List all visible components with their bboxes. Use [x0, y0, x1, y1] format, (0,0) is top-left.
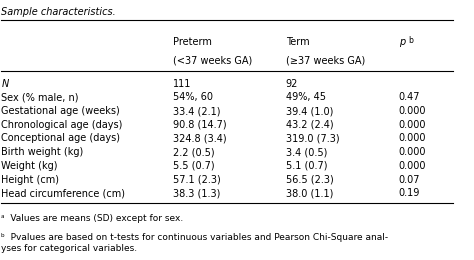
Text: Preterm: Preterm — [173, 37, 212, 47]
Text: (≥37 weeks GA): (≥37 weeks GA) — [286, 55, 365, 65]
Text: Head circumference (cm): Head circumference (cm) — [1, 188, 126, 198]
Text: 324.8 (3.4): 324.8 (3.4) — [173, 133, 227, 144]
Text: 0.19: 0.19 — [399, 188, 420, 198]
Text: 5.5 (0.7): 5.5 (0.7) — [173, 161, 215, 171]
Text: 0.000: 0.000 — [399, 106, 426, 116]
Text: Sex (% male, n): Sex (% male, n) — [1, 93, 79, 102]
Text: 43.2 (2.4): 43.2 (2.4) — [286, 120, 333, 130]
Text: 319.0 (7.3): 319.0 (7.3) — [286, 133, 339, 144]
Text: 0.000: 0.000 — [399, 147, 426, 157]
Text: 54%, 60: 54%, 60 — [173, 93, 213, 102]
Text: Chronological age (days): Chronological age (days) — [1, 120, 123, 130]
Text: 2.2 (0.5): 2.2 (0.5) — [173, 147, 215, 157]
Text: Height (cm): Height (cm) — [1, 174, 59, 185]
Text: 39.4 (1.0): 39.4 (1.0) — [286, 106, 333, 116]
Text: 0.000: 0.000 — [399, 120, 426, 130]
Text: 3.4 (0.5): 3.4 (0.5) — [286, 147, 327, 157]
Text: Gestational age (weeks): Gestational age (weeks) — [1, 106, 120, 116]
Text: 0.000: 0.000 — [399, 161, 426, 171]
Text: Birth weight (kg): Birth weight (kg) — [1, 147, 83, 157]
Text: 56.5 (2.3): 56.5 (2.3) — [286, 174, 334, 185]
Text: 38.3 (1.3): 38.3 (1.3) — [173, 188, 220, 198]
Text: Conceptional age (days): Conceptional age (days) — [1, 133, 120, 144]
Text: 5.1 (0.7): 5.1 (0.7) — [286, 161, 328, 171]
Text: b: b — [409, 36, 413, 44]
Text: p: p — [399, 37, 405, 47]
Text: 0.07: 0.07 — [399, 174, 420, 185]
Text: Weight (kg): Weight (kg) — [1, 161, 58, 171]
Text: 111: 111 — [173, 79, 191, 89]
Text: ᵇ  Pvalues are based on t-tests for continuous variables and Pearson Chi-Square : ᵇ Pvalues are based on t-tests for conti… — [1, 233, 389, 253]
Text: ᵃ  Values are means (SD) except for sex.: ᵃ Values are means (SD) except for sex. — [1, 213, 183, 223]
Text: (<37 weeks GA): (<37 weeks GA) — [173, 55, 252, 65]
Text: Term: Term — [286, 37, 310, 47]
Text: Sample characteristics.: Sample characteristics. — [1, 7, 116, 17]
Text: 0.47: 0.47 — [399, 93, 420, 102]
Text: 38.0 (1.1): 38.0 (1.1) — [286, 188, 333, 198]
Text: 49%, 45: 49%, 45 — [286, 93, 326, 102]
Text: 92: 92 — [286, 79, 298, 89]
Text: 90.8 (14.7): 90.8 (14.7) — [173, 120, 227, 130]
Text: 0.000: 0.000 — [399, 133, 426, 144]
Text: N: N — [1, 79, 9, 89]
Text: 33.4 (2.1): 33.4 (2.1) — [173, 106, 220, 116]
Text: 57.1 (2.3): 57.1 (2.3) — [173, 174, 221, 185]
